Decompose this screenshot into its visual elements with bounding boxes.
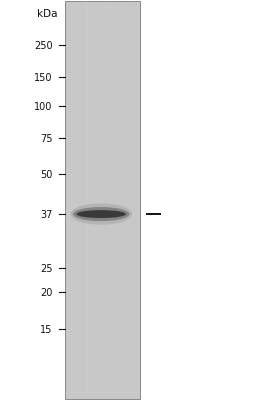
Text: 75: 75 (40, 134, 52, 143)
Ellipse shape (70, 204, 132, 225)
Bar (65, 2, 140, 399)
Text: 250: 250 (34, 41, 52, 51)
Bar (108, 2, 110, 399)
Bar (86, 2, 88, 399)
Bar (132, 2, 133, 399)
Text: 25: 25 (40, 264, 52, 273)
Text: kDa: kDa (37, 9, 58, 19)
Bar (83, 2, 84, 399)
Text: 37: 37 (40, 210, 52, 219)
Text: 15: 15 (40, 324, 52, 334)
Text: 100: 100 (34, 101, 52, 111)
Text: 150: 150 (34, 73, 52, 83)
Ellipse shape (76, 211, 126, 219)
Bar (112, 2, 113, 399)
Text: 50: 50 (40, 170, 52, 179)
Ellipse shape (73, 207, 129, 222)
Text: 20: 20 (40, 288, 52, 298)
Bar (74, 2, 76, 399)
